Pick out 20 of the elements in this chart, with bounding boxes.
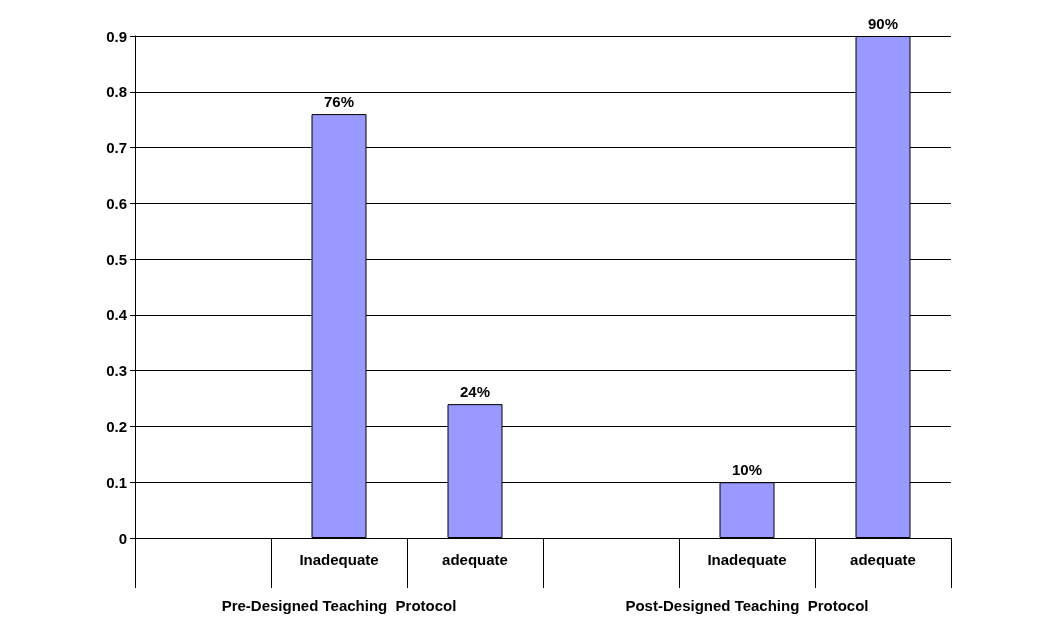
data-label: 24% <box>459 383 491 401</box>
y-tick-label: 0.5 <box>106 250 127 268</box>
y-tick-label: 0.2 <box>106 417 127 435</box>
y-tick-label: 0.8 <box>106 83 127 101</box>
text: Pre-Designed Teaching Protocol <box>221 596 457 614</box>
y-tick-label: 0.4 <box>106 306 128 324</box>
data-label: 10% <box>731 461 763 479</box>
y-tick-label: 0.7 <box>106 139 127 157</box>
text: Post-Designed Teaching Protocol <box>625 596 869 614</box>
data-label: 76% <box>323 93 355 111</box>
y-tick-label: 0.1 <box>106 473 127 491</box>
x-tick-label: Inadequate <box>299 551 379 568</box>
y-tick-label: 0.9 <box>106 27 127 45</box>
x-tick-label: adequate <box>850 551 916 568</box>
x-tick-label: Inadequate <box>707 551 787 568</box>
y-tick-label: 0 <box>118 529 127 547</box>
y-tick-label: 0.6 <box>106 194 127 212</box>
y-tick-label: 0.3 <box>106 362 127 380</box>
data-label: 90% <box>867 15 899 32</box>
x-tick-label: adequate <box>442 551 508 568</box>
